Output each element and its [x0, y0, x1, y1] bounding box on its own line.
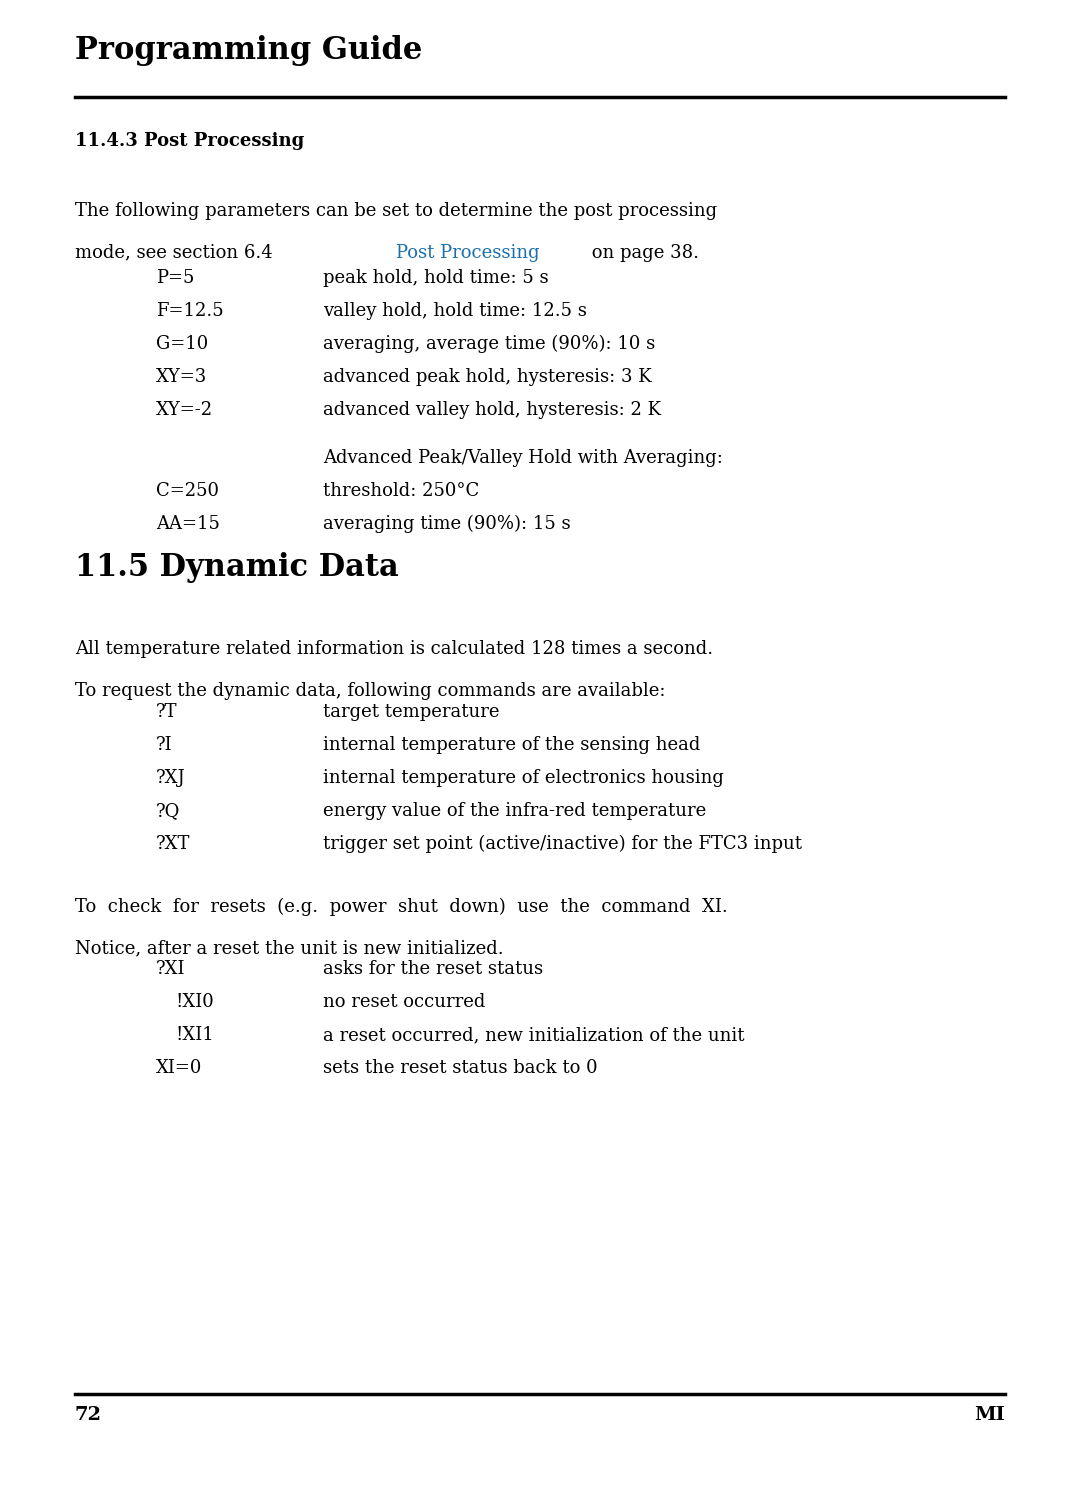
- Text: energy value of the infra-red temperature: energy value of the infra-red temperatur…: [323, 802, 706, 820]
- Text: G=10: G=10: [156, 335, 208, 353]
- Text: Notice, after a reset the unit is new initialized.: Notice, after a reset the unit is new in…: [75, 939, 503, 957]
- Text: averaging time (90%): 15 s: averaging time (90%): 15 s: [323, 515, 571, 533]
- Text: ?XJ: ?XJ: [156, 769, 186, 787]
- Text: no reset occurred: no reset occurred: [323, 993, 486, 1011]
- Text: on page 38.: on page 38.: [586, 244, 699, 262]
- Text: 11.4.3 Post Processing: 11.4.3 Post Processing: [75, 132, 305, 150]
- Text: mode, see section 6.4: mode, see section 6.4: [75, 244, 279, 262]
- Text: XI=0: XI=0: [156, 1059, 202, 1077]
- Text: a reset occurred, new initialization of the unit: a reset occurred, new initialization of …: [323, 1026, 745, 1044]
- Text: ?XI: ?XI: [156, 960, 186, 978]
- Text: 72: 72: [75, 1406, 102, 1424]
- Text: target temperature: target temperature: [323, 703, 500, 721]
- Text: ?Q: ?Q: [156, 802, 180, 820]
- Text: internal temperature of electronics housing: internal temperature of electronics hous…: [323, 769, 725, 787]
- Text: AA=15: AA=15: [156, 515, 220, 533]
- Text: valley hold, hold time: 12.5 s: valley hold, hold time: 12.5 s: [323, 302, 588, 320]
- Text: Advanced Peak/Valley Hold with Averaging:: Advanced Peak/Valley Hold with Averaging…: [323, 449, 724, 467]
- Text: averaging, average time (90%): 10 s: averaging, average time (90%): 10 s: [323, 335, 656, 353]
- Text: P=5: P=5: [156, 269, 194, 287]
- Text: trigger set point (active/inactive) for the FTC3 input: trigger set point (active/inactive) for …: [323, 835, 802, 853]
- Text: 11.5 Dynamic Data: 11.5 Dynamic Data: [75, 552, 399, 583]
- Text: To  check  for  resets  (e.g.  power  shut  down)  use  the  command  XI.: To check for resets (e.g. power shut dow…: [75, 898, 728, 916]
- Text: All temperature related information is calculated 128 times a second.: All temperature related information is c…: [75, 640, 713, 658]
- Text: Post Processing: Post Processing: [396, 244, 540, 262]
- Text: ?XT: ?XT: [156, 835, 190, 853]
- Text: XY=-2: XY=-2: [156, 401, 213, 419]
- Text: !XI1: !XI1: [175, 1026, 214, 1044]
- Text: Programming Guide: Programming Guide: [75, 34, 422, 66]
- Text: advanced peak hold, hysteresis: 3 K: advanced peak hold, hysteresis: 3 K: [323, 368, 652, 386]
- Text: F=12.5: F=12.5: [156, 302, 224, 320]
- Text: XY=3: XY=3: [156, 368, 207, 386]
- Text: internal temperature of the sensing head: internal temperature of the sensing head: [323, 736, 701, 754]
- Text: threshold: 250°C: threshold: 250°C: [323, 482, 480, 500]
- Text: peak hold, hold time: 5 s: peak hold, hold time: 5 s: [323, 269, 549, 287]
- Text: !XI0: !XI0: [175, 993, 214, 1011]
- Text: ?I: ?I: [156, 736, 173, 754]
- Text: The following parameters can be set to determine the post processing: The following parameters can be set to d…: [75, 202, 717, 220]
- Text: sets the reset status back to 0: sets the reset status back to 0: [323, 1059, 598, 1077]
- Text: To request the dynamic data, following commands are available:: To request the dynamic data, following c…: [75, 682, 665, 700]
- Text: asks for the reset status: asks for the reset status: [323, 960, 543, 978]
- Text: MI: MI: [974, 1406, 1005, 1424]
- Text: advanced valley hold, hysteresis: 2 K: advanced valley hold, hysteresis: 2 K: [323, 401, 661, 419]
- Text: ?T: ?T: [156, 703, 177, 721]
- Text: C=250: C=250: [156, 482, 219, 500]
